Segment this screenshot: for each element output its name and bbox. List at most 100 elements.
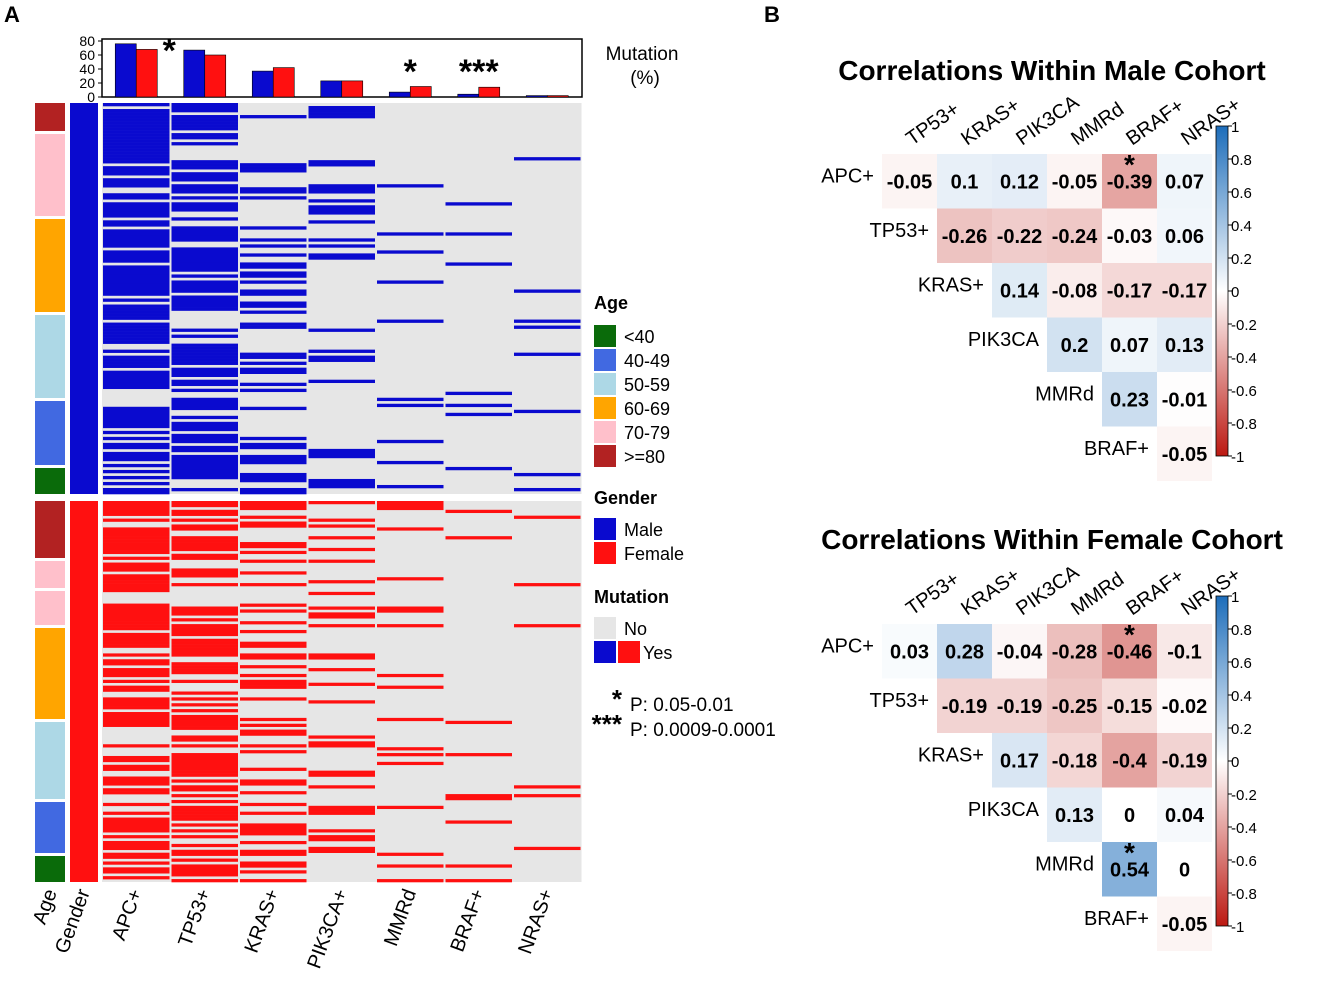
mutation-cell-male (240, 472, 307, 477)
mutation-cell-female (171, 785, 238, 789)
mutation-cell-female (171, 612, 238, 616)
mutation-cell-female (103, 615, 170, 619)
hm1-cell-2-4 (1102, 263, 1157, 318)
mutation-cell-female (103, 700, 170, 704)
hm1-cell-3-3 (1047, 317, 1102, 372)
bar-tick-label-0: 0 (87, 89, 95, 105)
mutation-cell-male (171, 466, 238, 471)
hm1-row-label-2: KRAS+ (918, 274, 984, 296)
mutation-cell-male (240, 196, 307, 200)
mutation-cell-female (171, 858, 238, 862)
mutation-cell-female (377, 609, 444, 613)
mutation-cell-male (103, 112, 170, 116)
mutation-cell-male (171, 202, 238, 206)
legend-age-label-1: 40-49 (624, 351, 670, 371)
mutation-cell-male (103, 136, 170, 140)
mutation-cell-female (103, 536, 170, 540)
mutation-cell-female (171, 808, 238, 812)
mutation-cell-female (308, 518, 375, 522)
mutation-cell-female (171, 738, 238, 742)
hm2-cell-2-4 (1102, 733, 1157, 788)
mutation-cell-female (308, 536, 375, 540)
mutation-cell-female (103, 685, 170, 689)
mutation-cell-male (240, 370, 307, 374)
hm1-value-2-5: -0.17 (1162, 280, 1208, 302)
mutation-cell-male (514, 472, 581, 477)
mutation-cell-male (171, 166, 238, 170)
mutation-cell-male (171, 487, 238, 492)
bars-group (114, 43, 569, 98)
mutation-cell-male (240, 274, 307, 278)
mutation-cell-female (445, 753, 512, 757)
mutation-cell-female (103, 855, 170, 859)
mutation-cell-female (103, 609, 170, 613)
hm1-cell-0-2 (992, 154, 1047, 209)
col-label-gene-5: BRAF+ (447, 886, 490, 955)
mutation-cell-male (171, 328, 238, 332)
mutation-cell-male (171, 127, 238, 131)
hm1-colorbar (1215, 125, 1229, 457)
mutation-cell-female (171, 764, 238, 768)
hm2-cell-0-3 (1047, 624, 1102, 679)
mutation-cell-male (171, 436, 238, 441)
mutation-cell-male (171, 349, 238, 353)
mutation-cell-male (445, 262, 512, 266)
mutation-cell-male (171, 427, 238, 432)
mutation-cell-female (103, 767, 170, 771)
legend-age-label-0: <40 (624, 327, 655, 347)
mutation-cell-male (103, 196, 170, 200)
mutation-cell-male (103, 322, 170, 326)
mutation-cell-male (308, 208, 375, 212)
mutation-cell-male (103, 151, 170, 155)
mutation-cell-female (103, 606, 170, 610)
bar-male-1 (183, 49, 206, 98)
mutation-cell-female (171, 568, 238, 572)
hm1-cb-label-4: 0.2 (1231, 251, 1252, 268)
hm1-value-1-2: -0.22 (997, 226, 1043, 248)
hm1-cell-2-3 (1047, 263, 1102, 318)
mutation-cell-female (308, 735, 375, 739)
panel-label-b: B (764, 2, 780, 27)
bar-male-0 (114, 43, 137, 98)
mutation-cell-male (103, 244, 170, 248)
hm2-cb-label-8: -0.6 (1231, 853, 1257, 870)
mutation-cell-male (171, 232, 238, 236)
mutation-cell-female (171, 794, 238, 798)
hm1-value-0-5: 0.07 (1165, 171, 1204, 193)
mutation-cell-male (171, 133, 238, 137)
mutation-cell-male (308, 349, 375, 353)
mutation-cell-male (103, 253, 170, 257)
hm2-cb-label-6: -0.2 (1231, 787, 1257, 804)
hm2-col-label-4: BRAF+ (1122, 565, 1188, 620)
hm2-value-0-2: -0.04 (997, 641, 1043, 663)
mutation-cell-female (103, 829, 170, 833)
mutation-cell-female (308, 838, 375, 842)
mutation-cell-male (171, 124, 238, 128)
hm2-cell-1-5 (1157, 678, 1212, 733)
mutation-cell-male (103, 241, 170, 245)
mutation-cell-male (171, 463, 238, 468)
mutation-cell-female (240, 629, 307, 634)
hm1-value-4-5: -0.01 (1162, 389, 1208, 411)
mutation-cell-female (103, 632, 170, 637)
mutation-cell-female (514, 846, 581, 851)
mutation-cell-male (171, 457, 238, 462)
mutation-cell-male (171, 115, 238, 119)
mutation-cell-male (377, 250, 444, 254)
mutation-cell-male (171, 334, 238, 338)
mutation-cell-female (171, 849, 238, 853)
mutation-cell-female (103, 820, 170, 824)
mutation-cell-male (103, 280, 170, 284)
mutation-cell-male (308, 484, 375, 489)
hm1-value-1-5: 0.06 (1165, 226, 1204, 248)
mutation-cell-female (445, 720, 512, 725)
bar-tick-label-3: 60 (79, 47, 95, 63)
mutation-cell-male (308, 163, 375, 167)
mutation-cell-female (240, 840, 307, 845)
mutation-cell-male (171, 397, 238, 402)
mutation-cell-female (171, 814, 238, 818)
mutation-cell-male (514, 352, 581, 356)
mutation-cell-female (103, 627, 170, 631)
hm2-value-3-4: 0 (1124, 805, 1135, 827)
